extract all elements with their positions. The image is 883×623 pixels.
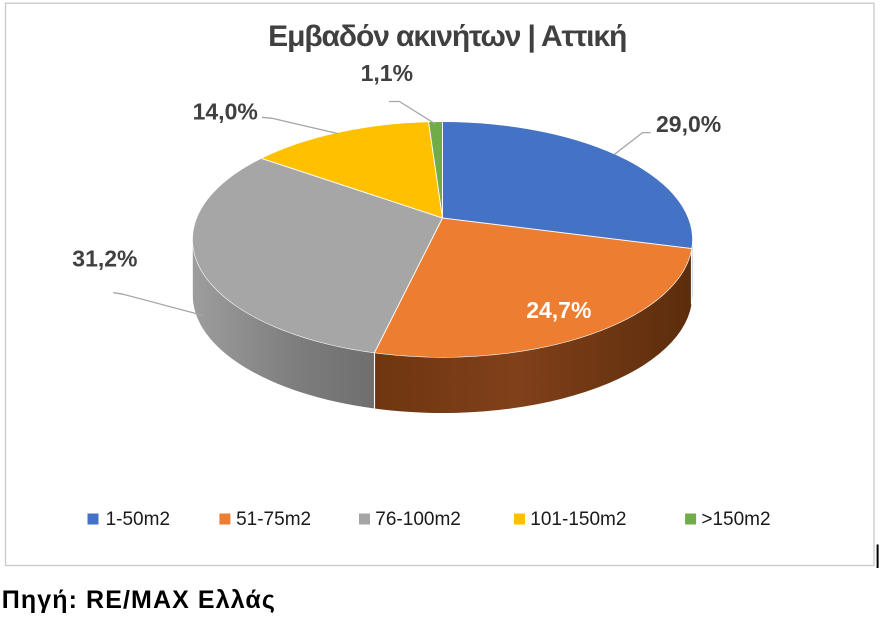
svg-text:76-100m2: 76-100m2 (375, 509, 461, 530)
svg-text:24,7%: 24,7% (526, 297, 591, 323)
svg-text:31,2%: 31,2% (72, 246, 137, 272)
svg-text:29,0%: 29,0% (656, 111, 721, 137)
svg-text:51-75m2: 51-75m2 (236, 509, 311, 530)
svg-text:1-50m2: 1-50m2 (106, 509, 170, 530)
svg-text:Εμβαδόν ακινήτων | Αττική: Εμβαδόν ακινήτων | Αττική (268, 20, 626, 53)
svg-text:>150m2: >150m2 (701, 509, 770, 530)
svg-text:14,0%: 14,0% (193, 99, 258, 125)
svg-text:1,1%: 1,1% (361, 60, 413, 86)
svg-text:101-150m2: 101-150m2 (530, 509, 626, 530)
svg-text:Πηγή: RE/MAX Ελλάς: Πηγή: RE/MAX Ελλάς (2, 586, 276, 614)
